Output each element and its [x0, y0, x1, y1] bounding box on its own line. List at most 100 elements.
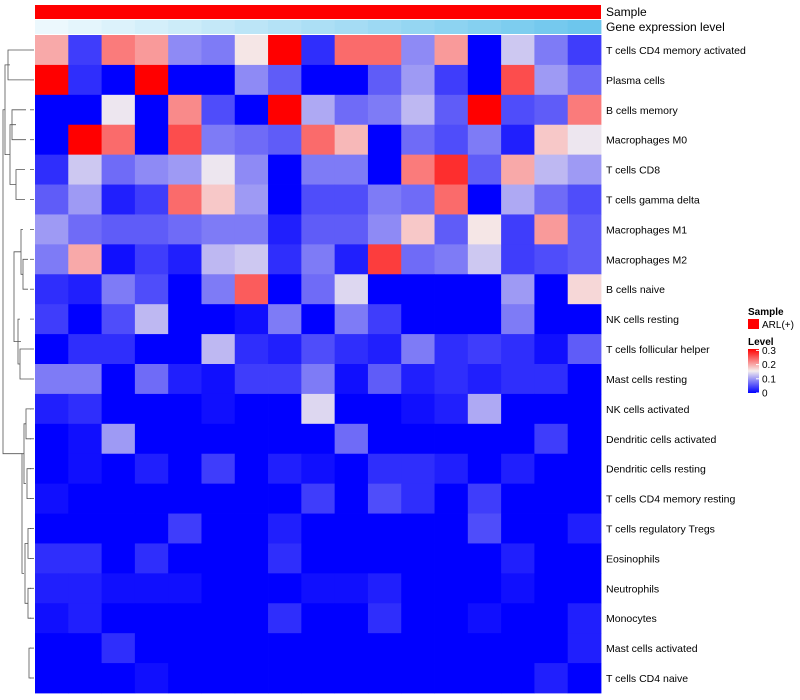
heatmap-cell — [567, 334, 602, 365]
row-label: B cells memory — [606, 105, 679, 117]
heatmap-cell — [501, 633, 535, 664]
heatmap-cell — [534, 633, 569, 664]
dendrogram-branch — [27, 587, 31, 619]
heatmap-cell — [467, 543, 502, 574]
heatmap-cell — [35, 244, 69, 275]
heatmap-cell — [201, 573, 236, 604]
heatmap-cell — [201, 94, 236, 126]
heatmap-cell — [434, 633, 469, 664]
heatmap-cell — [334, 124, 369, 156]
heatmap-cell — [434, 483, 469, 514]
heatmap-cell — [101, 633, 136, 664]
heatmap-cell — [168, 334, 202, 365]
legend-tick-label: 0.3 — [762, 346, 776, 357]
heatmap-cell — [134, 64, 169, 96]
heatmap-cell — [268, 274, 302, 305]
row-label: Eosinophils — [606, 553, 660, 565]
heatmap-cell — [101, 603, 136, 634]
heatmap-cell — [35, 124, 69, 156]
heatmap-cell — [501, 453, 535, 485]
heatmap-cell — [68, 423, 102, 455]
heatmap-cell — [35, 274, 69, 305]
heatmap-cell — [234, 154, 269, 185]
heatmap-cell — [168, 214, 202, 245]
heatmap-cell — [68, 35, 102, 66]
heatmap-cell — [501, 154, 535, 185]
heatmap-cell — [334, 154, 369, 185]
row-label: T cells gamma delta — [606, 195, 700, 207]
heatmap-cell — [334, 274, 369, 305]
heatmap-cell — [467, 214, 502, 245]
dendrogram-branch — [4, 64, 10, 155]
heatmap-cell — [201, 393, 236, 425]
heatmap-cell — [534, 304, 569, 335]
heatmap-cell — [201, 334, 236, 365]
heatmap-cell — [101, 573, 136, 604]
heatmap-cell — [467, 603, 502, 634]
dendrogram-branch — [19, 348, 30, 380]
heatmap-cell — [534, 453, 569, 485]
heatmap-cell — [334, 423, 369, 455]
heatmap-cell — [201, 154, 236, 185]
heatmap-cell — [567, 64, 602, 96]
heatmap-cell — [234, 244, 269, 275]
heatmap-cell — [501, 573, 535, 604]
heatmap-cell — [234, 274, 269, 305]
expression-annotation-cell — [268, 20, 302, 34]
heatmap-cell — [334, 94, 369, 126]
heatmap-cell — [168, 304, 202, 335]
heatmap-cell — [134, 663, 169, 694]
heatmap-cell — [168, 184, 202, 215]
heatmap-cell — [101, 364, 136, 395]
heatmap-cell — [101, 184, 136, 215]
heatmap-cell — [134, 334, 169, 365]
heatmap-cell — [234, 35, 269, 66]
heatmap-cell — [134, 603, 169, 634]
heatmap-cell — [301, 483, 336, 514]
heatmap-cell — [68, 603, 102, 634]
expression-annotation-cell — [401, 20, 435, 34]
heatmap-cell — [301, 214, 336, 245]
heatmap-cell — [268, 573, 302, 604]
heatmap-cell — [301, 274, 336, 305]
heatmap-cell — [234, 603, 269, 634]
heatmap-cell — [534, 94, 569, 126]
heatmap-cell — [334, 453, 369, 485]
heatmap-cell — [401, 483, 435, 514]
heatmap-cell — [35, 364, 69, 395]
heatmap-cell — [367, 633, 402, 664]
heatmap-cell — [501, 184, 535, 215]
heatmap-cell — [367, 543, 402, 574]
heatmap-cell — [234, 483, 269, 514]
heatmap-cell — [68, 334, 102, 365]
heatmap-cell — [201, 304, 236, 335]
heatmap-cell — [367, 274, 402, 305]
heatmap-cell — [301, 573, 336, 604]
heatmap-cell — [567, 124, 602, 156]
heatmap-cell — [134, 94, 169, 126]
sample-annotation-bar — [35, 5, 601, 19]
legend-level-title: Level — [748, 337, 774, 348]
heatmap-cell — [134, 393, 169, 425]
heatmap-cell — [168, 64, 202, 96]
heatmap-cell — [68, 483, 102, 514]
heatmap-cell — [301, 453, 336, 485]
heatmap-cell — [35, 483, 69, 514]
heatmap-cell — [168, 94, 202, 126]
heatmap-cell — [401, 663, 435, 694]
heatmap-cell — [434, 214, 469, 245]
dendrogram-branch — [26, 468, 31, 499]
heatmap-cell — [367, 94, 402, 126]
dendrogram-branch — [7, 49, 30, 81]
heatmap-cell — [268, 214, 302, 245]
heatmap-cell — [367, 573, 402, 604]
heatmap-cell — [101, 513, 136, 544]
heatmap-cell — [501, 94, 535, 126]
heatmap-cell — [467, 663, 502, 694]
sample-annotation-cell — [35, 5, 601, 19]
heatmap-cell — [301, 364, 336, 395]
heatmap-cell — [501, 513, 535, 544]
expression-annotation-cell — [501, 20, 535, 34]
heatmap-cell — [467, 573, 502, 604]
heatmap-cell — [567, 154, 602, 185]
